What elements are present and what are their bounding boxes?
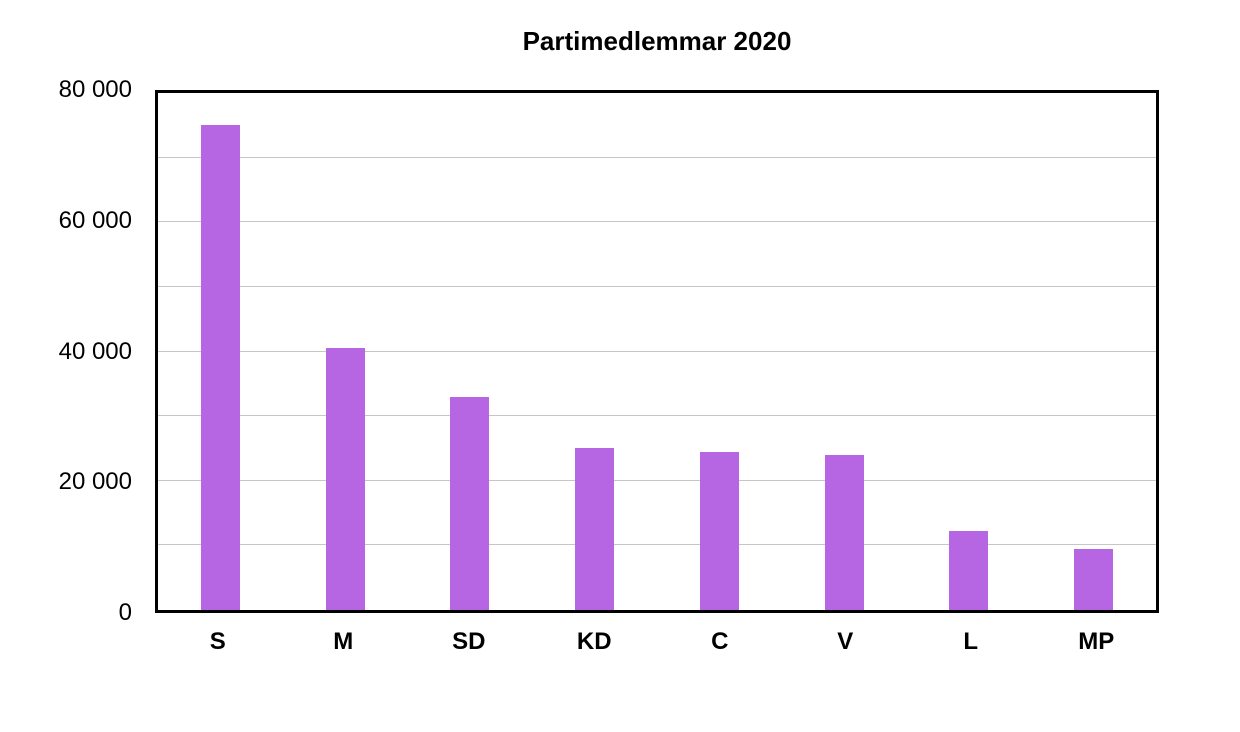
plot-inner xyxy=(158,93,1156,610)
y-tick-label: 40 000 xyxy=(58,337,132,365)
bar-L xyxy=(949,530,989,610)
bar-S xyxy=(200,125,240,610)
x-tick-label-V: V xyxy=(837,628,854,655)
x-tick-label-L: L xyxy=(963,628,979,655)
x-tick-label-SD: SD xyxy=(452,628,486,655)
y-tick-label: 0 xyxy=(118,599,132,626)
gridline xyxy=(158,156,1156,158)
gridline xyxy=(158,350,1156,352)
y-tick-label: 20 000 xyxy=(58,468,132,496)
bar-M xyxy=(325,348,365,610)
bar-V xyxy=(824,454,864,610)
x-tick-label-M: M xyxy=(333,628,354,655)
bar-C xyxy=(699,451,739,610)
gridline xyxy=(158,415,1156,417)
x-tick-label-S: S xyxy=(209,628,226,655)
bar-KD xyxy=(575,448,615,610)
bar-SD xyxy=(450,396,490,610)
gridline xyxy=(158,285,1156,287)
x-tick-label-C: C xyxy=(711,628,729,655)
bar-MP xyxy=(1074,548,1114,610)
gridline xyxy=(158,479,1156,481)
x-tick-label-MP: MP xyxy=(1078,628,1115,655)
plot-area xyxy=(155,90,1159,613)
x-tick-label-KD: KD xyxy=(576,628,612,655)
chart-title: Partimedlemmar 2020 xyxy=(522,26,792,56)
y-tick-label: 80 000 xyxy=(58,76,132,103)
gridline xyxy=(158,544,1156,546)
gridline xyxy=(158,221,1156,223)
y-tick-label: 60 000 xyxy=(58,206,132,234)
